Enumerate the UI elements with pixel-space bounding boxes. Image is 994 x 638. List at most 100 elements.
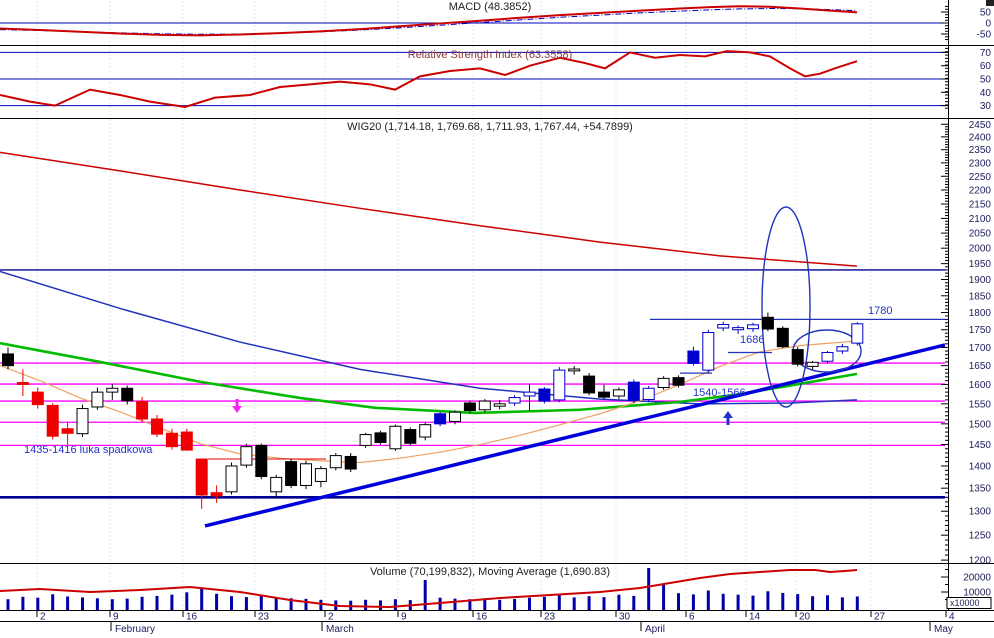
volume-bar [21,596,25,610]
candle [389,425,402,450]
candle [61,428,74,434]
volume-bar [319,599,323,610]
date-tick-label: 4 [949,612,955,623]
candle [478,400,491,411]
volume-bar [811,596,815,610]
price-ma-45 [0,341,858,415]
y-axis-label: 1200 [969,556,992,567]
candle [836,346,849,352]
volume-bar [200,589,204,610]
volume-bar [51,594,55,610]
y-axis-label: 2100 [969,214,992,225]
volume-bar [542,596,546,610]
y-axis-label: 50 [980,8,992,19]
candle [657,377,670,389]
candle [240,446,253,466]
y-axis-label: 1800 [969,308,992,319]
volume-unit-label: x10000 [950,598,980,608]
candle [91,391,104,408]
volume-bar [721,593,725,610]
volume-bar [170,594,174,610]
candle [747,324,759,330]
volume-bar [498,599,502,610]
volume-bar [244,597,248,610]
macd-signal-line [0,7,858,35]
volume-bar [766,591,770,610]
candle [300,463,312,486]
volume-bar [677,593,680,610]
volume-bar [587,596,591,610]
volume-bar [617,594,621,610]
volume-bar [36,597,40,610]
candle [612,389,625,397]
volume-bar [855,596,859,610]
candles-layer [2,312,864,509]
candle [627,381,640,401]
volume-bar [185,592,189,610]
macd-line [0,5,858,37]
y-axis-label: 2250 [969,172,992,183]
y-axis-label: 2350 [969,145,992,156]
date-tick-label: 27 [874,612,886,623]
uptrend-line [204,343,946,528]
y-axis-label: 2050 [969,229,992,240]
volume-bar [140,596,144,610]
y-axis-label: 1850 [969,291,992,302]
date-tick-label: 16 [476,612,488,623]
volume-bar [557,593,561,610]
volume-bar [572,597,576,610]
candle [210,492,223,497]
volume-bar [423,580,427,610]
volume-bar [840,597,844,610]
volume-bar [379,600,382,610]
y-axis-label: 1450 [969,440,992,451]
candle [285,461,298,486]
y-axis-label: 1900 [969,275,992,286]
macd-panel-title: MACD (48.3852) [448,1,532,13]
y-axis-label: 1950 [969,259,992,270]
candle [2,353,14,367]
y-axis-label: 60 [980,61,992,72]
volume-bar [259,595,263,610]
price-ma-100 [0,270,858,405]
price-annotation: 1780 [868,305,892,317]
date-tick-label: 9 [401,612,407,623]
y-axis-label: 70 [980,48,992,59]
price-annotation: 1435-1416 luka spadkowa [24,444,153,456]
candle [419,424,432,438]
y-axis-label: 2000 [969,244,992,255]
candle [270,476,283,493]
macd-axis: 500-50 [941,6,992,41]
candle [538,388,551,402]
candle [776,327,789,348]
y-axis-label: 2300 [969,158,992,169]
candle [195,458,208,496]
candle [314,468,327,482]
price-ma-15 [0,340,858,464]
date-tick-label: 14 [749,612,761,623]
y-axis-label: 20000 [963,573,991,584]
volume-bar [274,597,278,610]
candle [404,429,417,444]
y-axis-label: 2150 [969,200,992,211]
candle [225,465,238,493]
rsi-panel-layer [0,50,945,108]
candle [553,369,566,401]
y-axis-label: 50 [980,75,992,86]
volume-panel-layer [0,568,859,610]
candle [151,418,163,435]
volume-bar [662,583,666,610]
date-tick-label: 9 [113,612,119,623]
volume-bar [691,594,695,610]
candle [702,332,715,371]
volume-bar [230,596,233,610]
y-axis-label: 1600 [969,380,992,391]
window-corner-artifact [986,0,994,6]
candle [16,382,29,385]
month-label: May [934,624,953,635]
volume-bar [66,596,70,610]
volume-bar [393,599,397,610]
